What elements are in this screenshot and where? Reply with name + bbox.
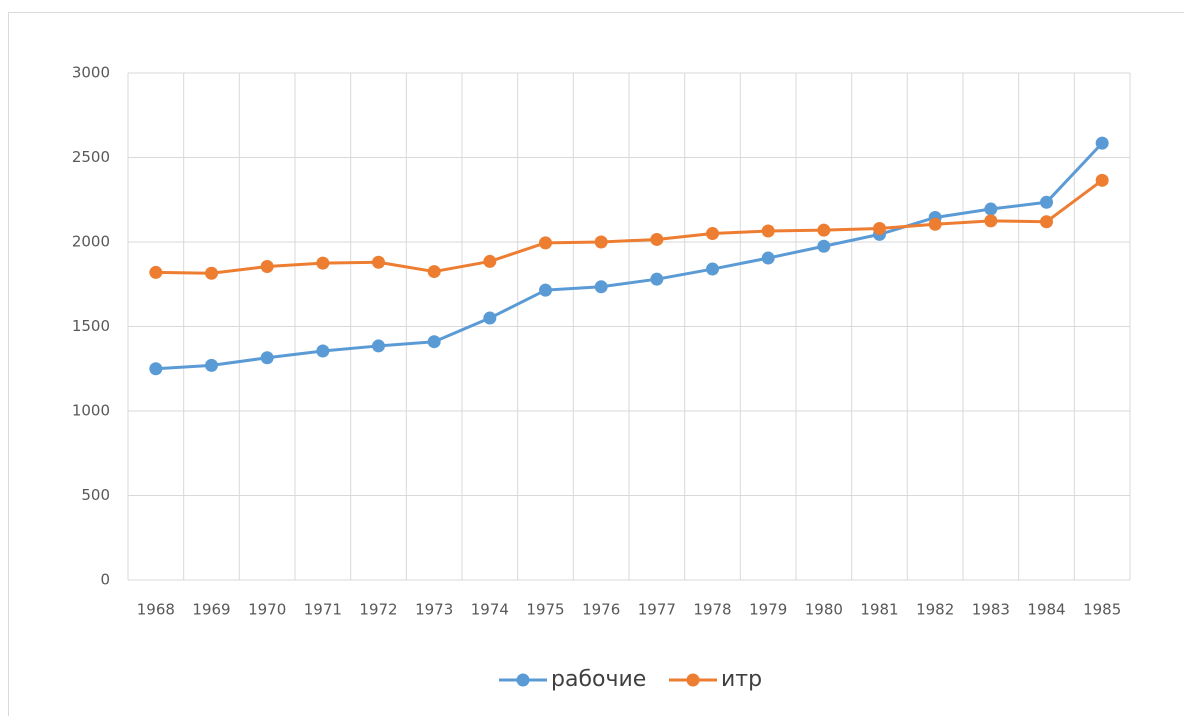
point (316, 256, 330, 270)
point (539, 283, 552, 297)
point (706, 262, 719, 276)
point (984, 202, 998, 216)
y-tick-label: 0 (100, 571, 110, 589)
series-line (155, 179, 1104, 275)
point (817, 239, 831, 253)
point (650, 232, 664, 246)
chart-frame (8, 12, 1184, 716)
point (205, 358, 218, 372)
point (539, 236, 552, 250)
x-tick-label: 1973 (415, 601, 453, 619)
point (205, 266, 218, 280)
point (594, 280, 608, 294)
point (260, 351, 274, 365)
legend-marker (686, 673, 700, 687)
x-tick-label: 1978 (693, 601, 731, 619)
x-tick-label: 1971 (304, 601, 342, 619)
x-tick-label: 1982 (916, 601, 954, 619)
y-tick-label: 1000 (72, 402, 110, 420)
point (427, 335, 441, 349)
x-tick-label: 1970 (248, 601, 286, 619)
x-tick-label: 1985 (1083, 601, 1121, 619)
point (761, 224, 775, 238)
x-tick-label: 1984 (1027, 601, 1065, 619)
x-tick-label: 1968 (137, 601, 175, 619)
point (427, 265, 441, 279)
point (372, 339, 385, 353)
point (984, 214, 998, 228)
point (1040, 215, 1053, 229)
point (149, 265, 163, 279)
x-tick-label: 1977 (638, 601, 676, 619)
point (873, 221, 886, 235)
y-tick-label: 1500 (72, 317, 110, 335)
point (260, 260, 274, 274)
x-tick-label: 1974 (471, 601, 509, 619)
point (817, 223, 831, 237)
y-tick-label: 2000 (72, 233, 110, 251)
x-tick-label: 1983 (972, 601, 1010, 619)
legend-label: итр (721, 667, 762, 692)
x-tick-label: 1981 (860, 601, 898, 619)
point (1095, 136, 1109, 150)
series-line (155, 142, 1104, 371)
x-tick-label: 1969 (192, 601, 230, 619)
point (149, 362, 163, 376)
legend-marker (516, 673, 530, 687)
x-tick-label: 1972 (359, 601, 397, 619)
point (1040, 195, 1053, 209)
x-tick-label: 1976 (582, 601, 620, 619)
point (706, 227, 719, 241)
x-tick-label: 1979 (749, 601, 787, 619)
point (316, 344, 330, 358)
point (483, 254, 497, 268)
x-tick-label: 1980 (805, 601, 843, 619)
point (928, 217, 942, 231)
y-tick-label: 3000 (72, 64, 110, 82)
point (650, 272, 664, 286)
point (761, 251, 775, 265)
point (1095, 173, 1109, 187)
point (372, 255, 385, 269)
legend-label: рабочие (551, 667, 646, 692)
point (594, 235, 608, 249)
point (483, 311, 497, 325)
y-tick-label: 500 (81, 486, 110, 504)
x-tick-label: 1975 (526, 601, 564, 619)
y-tick-label: 2500 (72, 148, 110, 166)
